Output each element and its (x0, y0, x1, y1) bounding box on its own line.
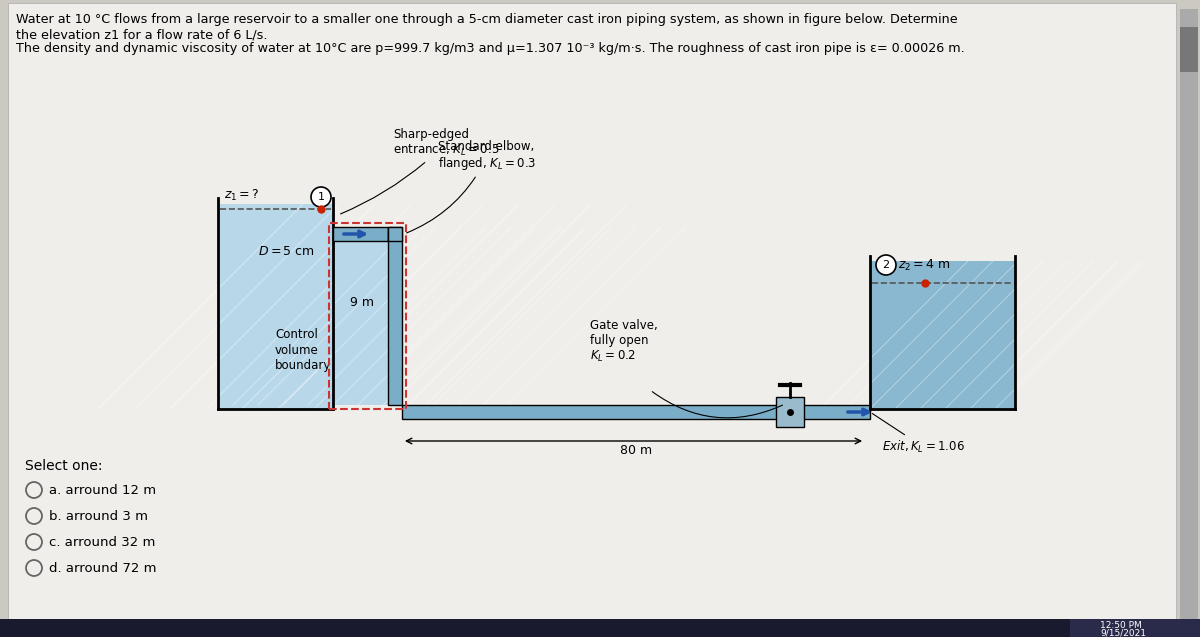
Text: Standard elbow,
flanged, $K_L=0.3$: Standard elbow, flanged, $K_L=0.3$ (407, 140, 536, 233)
Text: The density and dynamic viscosity of water at 10°C are p=999.7 kg/m3 and μ=1.307: The density and dynamic viscosity of wat… (16, 42, 965, 55)
Bar (388, 227, 402, 241)
Bar (870, 261, 1015, 409)
Bar (334, 227, 388, 405)
Text: 9/15/2021: 9/15/2021 (1100, 629, 1146, 637)
Bar (329, 223, 406, 409)
Bar (1180, 27, 1198, 72)
Text: $D=5$ cm: $D=5$ cm (258, 245, 314, 258)
Text: 2: 2 (882, 260, 889, 270)
FancyArrowPatch shape (653, 392, 782, 418)
Text: c. arround 32 m: c. arround 32 m (49, 536, 155, 548)
Text: b. arround 3 m: b. arround 3 m (49, 510, 148, 522)
Text: 12:50 PM: 12:50 PM (1100, 620, 1141, 629)
Text: $z_1=?$: $z_1=?$ (224, 188, 259, 203)
Bar (1070, 619, 1200, 637)
Text: $z_2=4$ m: $z_2=4$ m (898, 258, 950, 273)
Text: Water at 10 °C flows from a large reservoir to a smaller one through a 5-cm diam: Water at 10 °C flows from a large reserv… (16, 13, 958, 26)
Bar (0, 619, 1200, 637)
Bar (1180, 9, 1198, 619)
Text: Sharp-edged
entrance, $K_L=0.5$: Sharp-edged entrance, $K_L=0.5$ (341, 127, 499, 214)
Text: Control
volume
boundary: Control volume boundary (275, 329, 331, 371)
Text: a. arround 12 m: a. arround 12 m (49, 483, 156, 496)
Bar (218, 204, 334, 409)
Text: $Exit, K_L=1.06$: $Exit, K_L=1.06$ (872, 413, 965, 455)
Bar (402, 405, 870, 419)
Text: 80 m: 80 m (620, 444, 652, 457)
Text: 9 m: 9 m (350, 296, 374, 309)
Text: the elevation z1 for a flow rate of 6 L/s.: the elevation z1 for a flow rate of 6 L/… (16, 28, 268, 41)
Circle shape (876, 255, 896, 275)
Bar (776, 397, 804, 427)
Text: Gate valve,
fully open
$K_L=0.2$: Gate valve, fully open $K_L=0.2$ (590, 318, 658, 364)
Text: d. arround 72 m: d. arround 72 m (49, 561, 156, 575)
Bar (334, 227, 388, 241)
Bar (388, 227, 402, 405)
Text: Select one:: Select one: (25, 459, 102, 473)
Circle shape (311, 187, 331, 207)
Text: 1: 1 (318, 192, 324, 202)
